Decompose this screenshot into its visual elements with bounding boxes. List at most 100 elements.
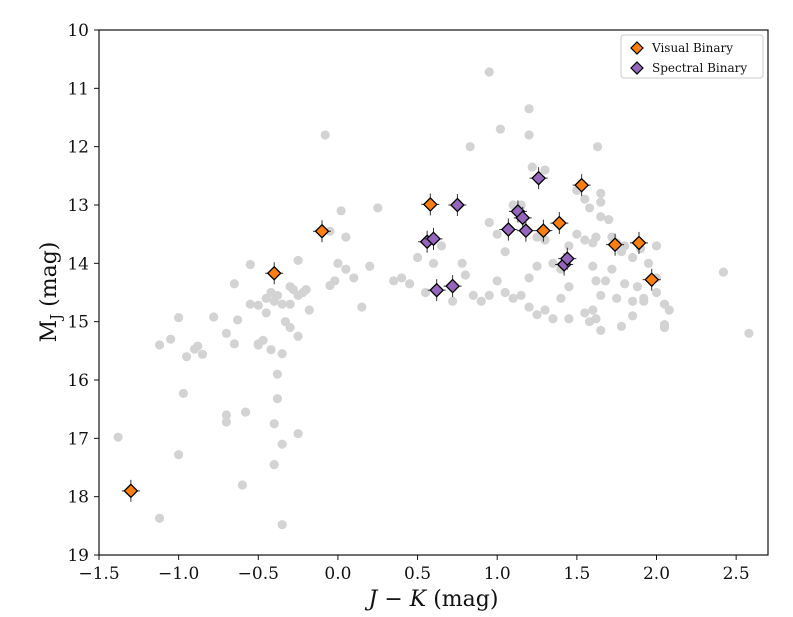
data-point — [341, 232, 351, 242]
data-point — [445, 278, 461, 294]
data-point — [580, 308, 590, 318]
data-point — [245, 299, 255, 309]
data-point — [272, 369, 282, 379]
data-point — [484, 290, 494, 301]
data-point — [182, 352, 192, 362]
data-point — [357, 302, 367, 312]
data-point — [301, 284, 311, 295]
x-tick-label: 2.5 — [723, 564, 750, 584]
x-tick-label: −1.0 — [158, 564, 199, 584]
data-point — [607, 264, 617, 274]
data-point — [269, 459, 279, 470]
data-point — [330, 276, 340, 286]
data-point — [548, 258, 558, 268]
legend-label-visual-binary: Visual Binary — [651, 41, 733, 55]
series-visual-binary — [121, 174, 661, 502]
data-point — [574, 177, 590, 193]
plot-area — [113, 67, 754, 530]
y-tick-label: 12 — [67, 138, 89, 158]
data-point — [320, 130, 330, 140]
data-point — [349, 273, 359, 283]
data-point — [468, 290, 478, 301]
data-point — [476, 296, 486, 306]
data-point — [232, 315, 243, 325]
data-point — [426, 231, 441, 247]
data-point — [532, 261, 542, 271]
data-point — [628, 296, 638, 306]
data-point — [551, 215, 567, 231]
data-point — [492, 229, 502, 239]
x-tick-label: 0.5 — [404, 564, 431, 584]
data-point — [412, 252, 423, 263]
data-point — [113, 432, 123, 442]
data-point — [572, 229, 582, 239]
series-spectral-binary — [418, 167, 577, 302]
data-point — [293, 255, 303, 266]
data-point — [420, 287, 431, 298]
data-point — [524, 302, 534, 312]
plot-frame — [98, 29, 769, 556]
data-point — [397, 273, 407, 283]
data-point — [585, 203, 595, 213]
y-tick-label: 13 — [67, 196, 89, 216]
data-point — [596, 197, 606, 207]
data-point — [639, 296, 649, 306]
data-point — [628, 252, 638, 263]
data-point — [651, 241, 662, 251]
data-point — [237, 480, 247, 490]
data-point — [448, 296, 458, 306]
data-point — [221, 328, 232, 338]
data-point — [632, 282, 642, 292]
data-point — [588, 305, 598, 315]
data-point — [221, 410, 232, 420]
data-point — [436, 241, 447, 251]
legend-marker-spectral-binary — [630, 61, 644, 75]
data-point — [405, 279, 415, 289]
legend-box — [620, 34, 764, 79]
data-point — [197, 349, 208, 359]
data-point — [596, 188, 606, 198]
data-point — [465, 142, 475, 152]
data-point — [272, 290, 282, 301]
data-point — [596, 290, 606, 301]
data-point — [548, 314, 558, 324]
data-point — [616, 321, 627, 331]
data-point — [540, 235, 550, 245]
data-point — [428, 258, 439, 268]
y-tick-label: 15 — [67, 313, 89, 333]
data-point — [266, 345, 276, 355]
data-point — [229, 279, 239, 289]
data-point — [272, 394, 282, 404]
data-point — [229, 339, 239, 349]
data-point — [495, 124, 505, 134]
data-point — [664, 305, 674, 315]
data-point — [592, 142, 603, 152]
data-point — [500, 222, 516, 237]
axis-ticks: −1.5 −1.0 −0.5 0.0 0.5 1.0 1.5 2.0 2.5 10 11 12 13 14… — [67, 21, 749, 584]
data-point — [651, 287, 662, 298]
data-point — [524, 273, 534, 283]
data-point — [564, 282, 574, 292]
data-point — [174, 312, 184, 323]
y-tick-label: 19 — [67, 546, 89, 566]
data-point — [585, 317, 595, 327]
data-point — [389, 276, 399, 286]
data-point — [531, 170, 547, 186]
y-tick-label: 17 — [67, 429, 89, 449]
data-point — [460, 270, 470, 280]
data-point — [516, 290, 526, 301]
data-point — [620, 279, 630, 289]
data-point — [193, 341, 203, 351]
data-point — [484, 217, 494, 228]
data-point — [269, 419, 279, 429]
data-point — [596, 212, 606, 222]
x-tick-label: −1.5 — [78, 564, 119, 584]
y-tick-label: 18 — [67, 488, 89, 508]
data-point — [591, 276, 601, 286]
x-tick-label: 2.0 — [643, 564, 670, 584]
data-point — [209, 312, 219, 322]
data-point — [333, 258, 343, 268]
data-point — [174, 450, 184, 460]
